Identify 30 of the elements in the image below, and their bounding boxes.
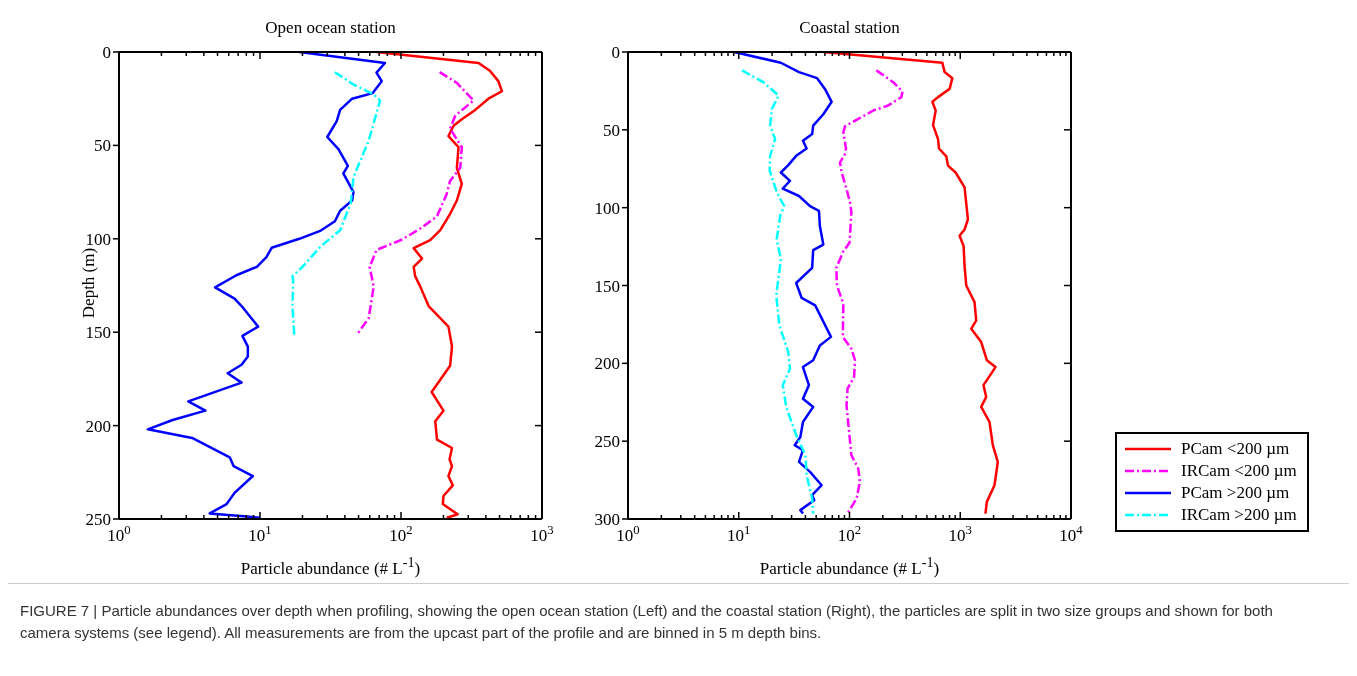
- legend-label: IRCam >200 µm: [1181, 505, 1297, 525]
- y-tick-label: 200: [594, 354, 620, 374]
- chart-title: Open ocean station: [264, 18, 397, 38]
- x-tick-label: 10$^{4}$: [1059, 523, 1084, 545]
- y-tick-label: 150: [85, 323, 111, 343]
- y-tick-label: 150: [594, 276, 620, 296]
- legend-label: PCam <200 µm: [1181, 439, 1290, 459]
- legend-label: PCam >200 µm: [1181, 483, 1290, 503]
- y-tick-label: 100: [594, 198, 620, 218]
- caption: FIGURE 7 | Particle abundances over depth when profiling, showing the open ocean station (Left) and the coastal station (Right), the particles are split in two size groups and shown for both camera systems (see legend). All measurements are from the upcast part of the profile and are binned in 5 m depth bins.: [20, 601, 1274, 643]
- y-tick-label: 0: [611, 43, 620, 63]
- x-tick-label: 10$^{3}$: [530, 523, 554, 545]
- x-tick-label: 10$^{2}$: [389, 523, 413, 545]
- x-tick-label: 10$^{1}$: [248, 523, 272, 545]
- y-tick-label: 250: [85, 510, 111, 530]
- y-tick-label: 50: [603, 120, 620, 140]
- legend-label: IRCam <200 µm: [1181, 461, 1297, 481]
- y-tick-label: 250: [594, 432, 620, 452]
- x-axis-title: Particle abundance (# L$^{-1}$): [239, 554, 422, 579]
- y-tick-label: 0: [102, 43, 111, 63]
- y-axis-title: Depth (m): [79, 247, 98, 319]
- y-tick-label: 200: [85, 416, 111, 436]
- y-tick-label: 300: [594, 510, 620, 530]
- y-tick-label: 50: [94, 136, 111, 156]
- x-tick-label: 10$^{1}$: [727, 523, 751, 545]
- x-tick-label: 10$^{2}$: [837, 523, 862, 545]
- y-tick-label: 100: [85, 229, 111, 249]
- x-axis-title: Particle abundance (# L$^{-1}$): [758, 554, 941, 579]
- x-tick-label: 10$^{3}$: [948, 523, 972, 545]
- chart-title: Coastal station: [798, 18, 901, 38]
